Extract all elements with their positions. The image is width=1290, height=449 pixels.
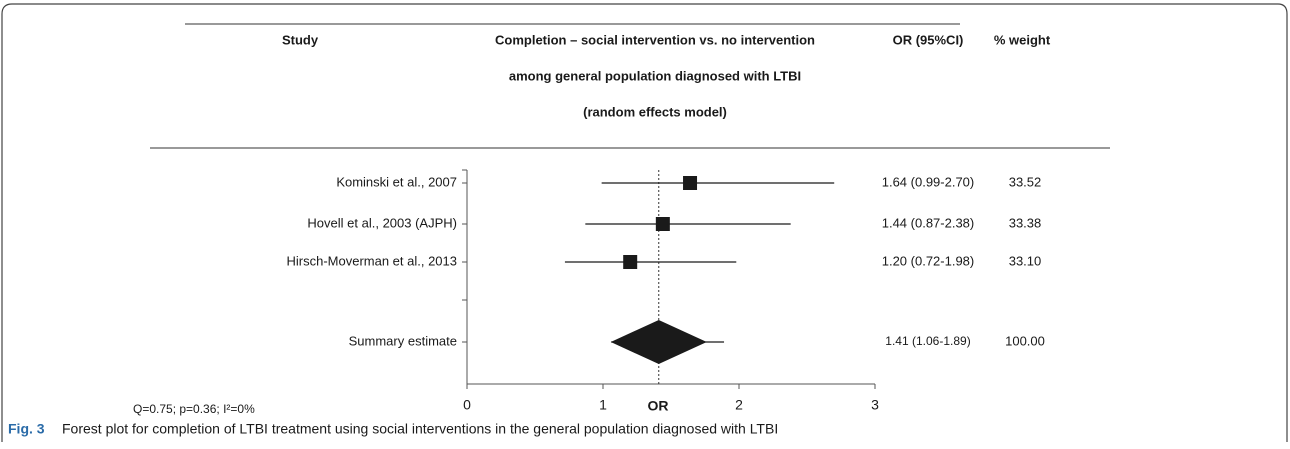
study-name: Hirsch-Moverman et al., 2013 [286, 253, 457, 268]
or-square [655, 217, 670, 231]
or-ci: 1.20 (0.72-1.98) [882, 253, 975, 268]
x-tick-label: 1 [599, 397, 607, 413]
study-name: Kominski et al., 2007 [336, 174, 457, 189]
summary-diamond [610, 320, 707, 364]
weight: 33.52 [1009, 174, 1042, 189]
col-header: Completion – social intervention vs. no … [495, 32, 815, 47]
x-tick-label: 2 [735, 397, 743, 413]
or-ci: 1.44 (0.87-2.38) [882, 215, 975, 230]
x-tick-label: 3 [871, 397, 879, 413]
x-axis-label: OR [648, 398, 669, 414]
caption-label: Fig. 3 [8, 421, 45, 437]
or-ci: 1.64 (0.99-2.70) [882, 174, 975, 189]
frame [1, 3, 1288, 442]
weight: 33.38 [1009, 215, 1042, 230]
caption: Forest plot for completion of LTBI treat… [62, 421, 778, 437]
study-name: Summary estimate [349, 333, 457, 348]
stats: Q=0.75; p=0.36; I²=0% [133, 402, 255, 416]
x-tick-label: 0 [463, 397, 471, 413]
study-name: Hovell et al., 2003 (AJPH) [307, 215, 457, 230]
or-ci: 1.41 (1.06-1.89) [885, 334, 970, 348]
weight: 100.00 [1005, 333, 1045, 348]
col-header: among general population diagnosed with … [509, 68, 801, 83]
col-header: % weight [994, 32, 1051, 47]
or-square [683, 176, 698, 190]
col-header: (random effects model) [583, 104, 727, 119]
weight: 33.10 [1009, 253, 1042, 268]
col-header: Study [282, 32, 319, 47]
or-square [623, 255, 638, 269]
col-header: OR (95%CI) [893, 32, 964, 47]
